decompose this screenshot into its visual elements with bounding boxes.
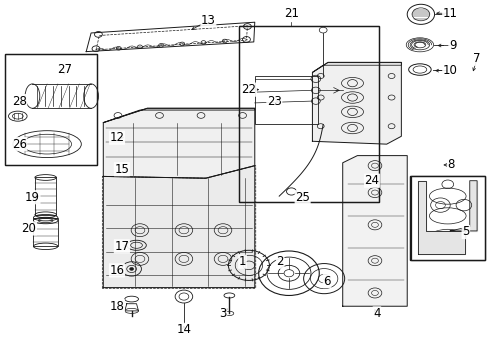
Polygon shape bbox=[103, 166, 255, 288]
Text: 11: 11 bbox=[443, 7, 458, 20]
Text: 9: 9 bbox=[449, 39, 456, 52]
Polygon shape bbox=[418, 181, 465, 253]
Text: 27: 27 bbox=[57, 63, 72, 76]
Polygon shape bbox=[450, 181, 477, 231]
Text: 1: 1 bbox=[239, 255, 246, 268]
Polygon shape bbox=[343, 156, 407, 306]
Bar bbox=[33, 218, 58, 246]
Bar bbox=[416, 180, 480, 255]
Bar bbox=[411, 176, 486, 260]
Text: 25: 25 bbox=[295, 191, 310, 204]
Text: 20: 20 bbox=[22, 222, 36, 235]
Text: 13: 13 bbox=[201, 14, 216, 27]
Text: 6: 6 bbox=[323, 275, 331, 288]
Text: 23: 23 bbox=[267, 95, 282, 108]
Text: 12: 12 bbox=[109, 131, 124, 144]
Text: 16: 16 bbox=[109, 264, 124, 277]
Text: 19: 19 bbox=[25, 191, 40, 204]
Polygon shape bbox=[411, 176, 486, 260]
Text: 2: 2 bbox=[276, 255, 284, 268]
Text: 3: 3 bbox=[220, 307, 227, 320]
Text: 22: 22 bbox=[242, 83, 256, 96]
Text: 5: 5 bbox=[462, 225, 469, 238]
Text: 26: 26 bbox=[12, 138, 27, 150]
Polygon shape bbox=[86, 22, 255, 51]
Bar bbox=[410, 176, 486, 260]
Bar bbox=[239, 26, 379, 202]
Text: 17: 17 bbox=[114, 240, 129, 253]
Circle shape bbox=[130, 267, 134, 270]
Text: 24: 24 bbox=[365, 174, 380, 187]
Text: 15: 15 bbox=[115, 163, 129, 176]
Text: 21: 21 bbox=[284, 7, 299, 20]
Text: 7: 7 bbox=[473, 52, 481, 65]
Bar bbox=[239, 26, 379, 202]
Polygon shape bbox=[103, 108, 255, 123]
Polygon shape bbox=[103, 108, 255, 178]
Polygon shape bbox=[313, 62, 401, 72]
Polygon shape bbox=[410, 176, 486, 260]
Text: 10: 10 bbox=[443, 64, 458, 77]
Bar bbox=[35, 177, 56, 215]
Bar bbox=[4, 54, 98, 165]
Text: 18: 18 bbox=[110, 300, 124, 313]
Text: 28: 28 bbox=[12, 95, 26, 108]
Text: 4: 4 bbox=[373, 307, 381, 320]
Polygon shape bbox=[313, 62, 401, 144]
Bar bbox=[4, 54, 98, 165]
Bar bbox=[410, 176, 486, 260]
Polygon shape bbox=[125, 304, 139, 311]
Bar bbox=[255, 76, 318, 125]
Text: 14: 14 bbox=[176, 323, 192, 336]
Text: 8: 8 bbox=[447, 158, 455, 171]
